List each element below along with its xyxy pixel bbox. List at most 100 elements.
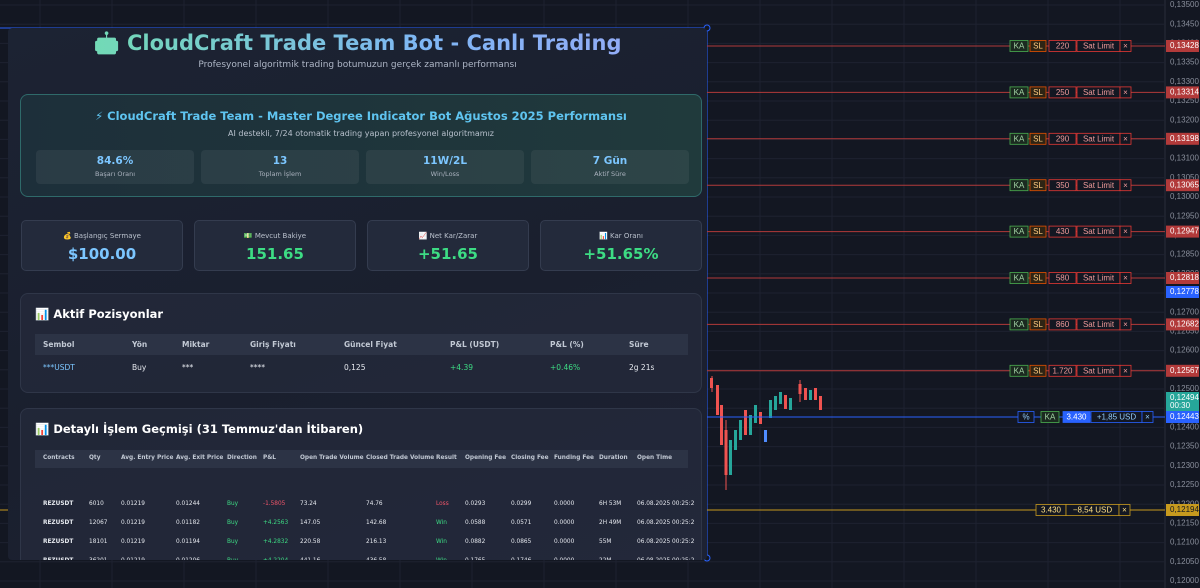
section-title: 📊 Detaylı İşlem Geçmişi (31 Temmuz'dan İ… — [35, 422, 364, 436]
tag-text: × — [1123, 366, 1128, 375]
price-label: 0,13500 — [1170, 0, 1199, 9]
tag-text: SL — [1033, 88, 1043, 97]
tag-box — [1029, 86, 1047, 99]
column-header: Result — [436, 455, 457, 461]
tag-box — [1009, 364, 1029, 377]
tag-box — [1017, 411, 1035, 423]
stat-tile: 7 Gün Aktif Süre — [531, 150, 689, 184]
stat-value: 84.6% — [96, 155, 134, 167]
last-price-box — [1166, 392, 1199, 412]
price-label: 0,13050 — [1170, 173, 1199, 182]
tag-box — [1048, 132, 1077, 145]
order-line: KA SL 250 Sat Limit × — [707, 86, 1165, 99]
column-header: Avg. Entry Price — [121, 455, 174, 461]
table-cell: 74.76 — [366, 501, 383, 507]
price-label: 0,12000 — [1170, 576, 1199, 585]
tag-box — [1119, 272, 1132, 284]
tag-text: Sat Limit — [1083, 227, 1115, 236]
price-box — [1166, 179, 1199, 192]
price-label: 0,12350 — [1170, 442, 1199, 451]
history-section: 📊 Detaylı İşlem Geçmişi (31 Temmuz'dan İ… — [20, 408, 702, 560]
tag-box — [1048, 364, 1077, 377]
tag-text: SL — [1033, 366, 1043, 375]
stat-label: Win/Loss — [430, 170, 460, 178]
candle — [774, 396, 777, 410]
tag-text: SL — [1033, 181, 1043, 190]
tag-text: × — [1123, 134, 1128, 143]
table-cell: 18101 — [89, 539, 108, 545]
tag-text: −8,54 USD — [1073, 506, 1113, 515]
table-cell: *** — [182, 363, 194, 372]
countdown: 00:30 — [1170, 401, 1191, 410]
column-header: Open Trade Volume — [300, 455, 364, 461]
candle — [819, 396, 822, 410]
tag-box — [1009, 225, 1029, 238]
price-box — [1166, 504, 1199, 516]
price-label: 0,12950 — [1170, 211, 1199, 220]
table-cell: 0.01219 — [121, 558, 145, 560]
table-cell: +4.39 — [450, 363, 473, 372]
price-box-label: 0,12778 — [1170, 287, 1199, 296]
tag-box — [1029, 318, 1047, 331]
price-label: 0,12200 — [1170, 499, 1199, 508]
performance-banner: ⚡ CloudCraft Trade Team - Master Degree … — [20, 94, 702, 197]
price-label: 0,12250 — [1170, 480, 1199, 489]
balance-card: 📈 Net Kar/Zarar +51.65 — [367, 220, 529, 271]
candle — [798, 384, 802, 394]
column-header: Opening Fee — [465, 455, 507, 461]
balance-value: 151.65 — [246, 245, 304, 263]
table-cell: Buy — [227, 539, 239, 545]
candle — [789, 398, 792, 410]
tag-text: KA — [1014, 320, 1025, 329]
tag-text: 350 — [1056, 181, 1070, 190]
tag-text: KA — [1014, 181, 1025, 190]
table-header — [35, 450, 688, 468]
table-cell: 36201 — [89, 558, 107, 560]
table-cell: Buy — [132, 363, 147, 372]
table-cell: Buy — [227, 501, 239, 507]
balance-value: +51.65% — [583, 245, 659, 263]
price-label: 0,12650 — [1170, 327, 1199, 336]
tag-text: 250 — [1056, 88, 1070, 97]
candle — [710, 378, 713, 388]
table-cell: 220.58 — [300, 539, 321, 545]
tag-text: 580 — [1056, 274, 1070, 283]
tag-box — [1029, 179, 1047, 192]
price-label: 0,12150 — [1170, 519, 1199, 528]
tag-text: × — [1123, 181, 1128, 190]
table-cell: 55M — [599, 539, 612, 545]
tag-box — [1119, 225, 1132, 238]
tag-box — [1040, 411, 1060, 423]
tag-text: Sat Limit — [1083, 42, 1115, 51]
table-cell: 0,125 — [344, 363, 366, 372]
column-header: P&L (USDT) — [450, 340, 500, 349]
balance-label: 💵 Mevcut Bakiye — [243, 232, 307, 240]
balance-card: 💵 Mevcut Bakiye 151.65 — [194, 220, 356, 271]
tag-text: SL — [1033, 42, 1043, 51]
table-cell: 0.01194 — [176, 539, 200, 545]
tag-box — [1119, 318, 1132, 331]
price-label: 0,12400 — [1170, 423, 1199, 432]
table-cell: 6010 — [89, 501, 104, 507]
table-cell: 0.0299 — [511, 501, 532, 507]
page-title: 🤖 CloudCraft Trade Team Bot - Canlı Trad… — [8, 30, 707, 56]
table-cell: 0.0588 — [465, 520, 486, 526]
table-cell: 0.0000 — [554, 558, 574, 560]
tag-text: 430 — [1056, 227, 1070, 236]
candle — [804, 388, 807, 400]
tag-box — [1048, 179, 1077, 192]
table-cell: +4.2563 — [263, 520, 289, 526]
table-cell: 0.0293 — [465, 501, 486, 507]
tag-text: KA — [1014, 227, 1025, 236]
table-cell: +4.2204 — [263, 558, 288, 560]
candles — [710, 376, 822, 490]
tag-box — [1119, 132, 1132, 145]
table-cell: 0.01219 — [121, 539, 145, 545]
tag-box — [1048, 86, 1077, 99]
candle — [734, 430, 737, 450]
price-box — [1166, 286, 1199, 298]
section-title: 📊 Aktif Pozisyonlar — [35, 307, 164, 321]
tag-text: KA — [1014, 88, 1025, 97]
candle — [809, 390, 812, 400]
column-header: Closed Trade Volume — [366, 455, 435, 461]
